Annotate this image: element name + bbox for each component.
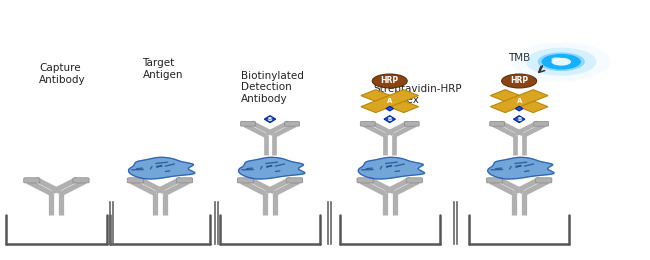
FancyBboxPatch shape — [536, 178, 552, 183]
Text: B: B — [268, 117, 272, 122]
Text: Capture
Antibody: Capture Antibody — [39, 63, 86, 85]
FancyBboxPatch shape — [23, 178, 40, 183]
FancyBboxPatch shape — [489, 121, 504, 126]
Circle shape — [551, 57, 561, 61]
Circle shape — [502, 74, 537, 88]
Text: Biotinylated
Detection
Antibody: Biotinylated Detection Antibody — [241, 71, 304, 104]
FancyBboxPatch shape — [404, 121, 419, 126]
Polygon shape — [514, 116, 525, 123]
Circle shape — [526, 48, 597, 76]
Circle shape — [538, 52, 585, 71]
Circle shape — [512, 42, 610, 81]
Text: A: A — [387, 98, 393, 104]
Circle shape — [551, 58, 571, 66]
Circle shape — [372, 74, 407, 88]
FancyBboxPatch shape — [240, 121, 255, 126]
Circle shape — [541, 54, 581, 69]
FancyBboxPatch shape — [73, 178, 89, 183]
Polygon shape — [239, 157, 305, 179]
Polygon shape — [490, 90, 548, 113]
Text: TMB: TMB — [508, 53, 530, 63]
Text: HRP: HRP — [381, 76, 399, 86]
FancyBboxPatch shape — [176, 178, 192, 183]
Polygon shape — [361, 90, 419, 113]
Text: A: A — [517, 98, 522, 104]
FancyBboxPatch shape — [534, 121, 549, 126]
FancyBboxPatch shape — [127, 178, 144, 183]
FancyBboxPatch shape — [357, 178, 373, 183]
Polygon shape — [265, 116, 276, 123]
Text: HRP: HRP — [510, 76, 528, 86]
Polygon shape — [515, 106, 523, 111]
Polygon shape — [361, 90, 419, 113]
Text: B: B — [517, 117, 521, 122]
Text: Streptavidin-HRP
Complex: Streptavidin-HRP Complex — [374, 84, 462, 105]
FancyBboxPatch shape — [360, 121, 375, 126]
Polygon shape — [386, 106, 393, 111]
Polygon shape — [358, 157, 424, 179]
FancyBboxPatch shape — [486, 178, 502, 183]
FancyBboxPatch shape — [406, 178, 422, 183]
FancyBboxPatch shape — [237, 178, 254, 183]
Polygon shape — [490, 90, 548, 113]
Polygon shape — [384, 116, 395, 123]
Polygon shape — [488, 157, 554, 179]
Polygon shape — [129, 157, 195, 179]
Text: Target
Antigen: Target Antigen — [142, 58, 183, 80]
FancyBboxPatch shape — [285, 121, 300, 126]
FancyBboxPatch shape — [287, 178, 303, 183]
Text: B: B — [387, 117, 392, 122]
